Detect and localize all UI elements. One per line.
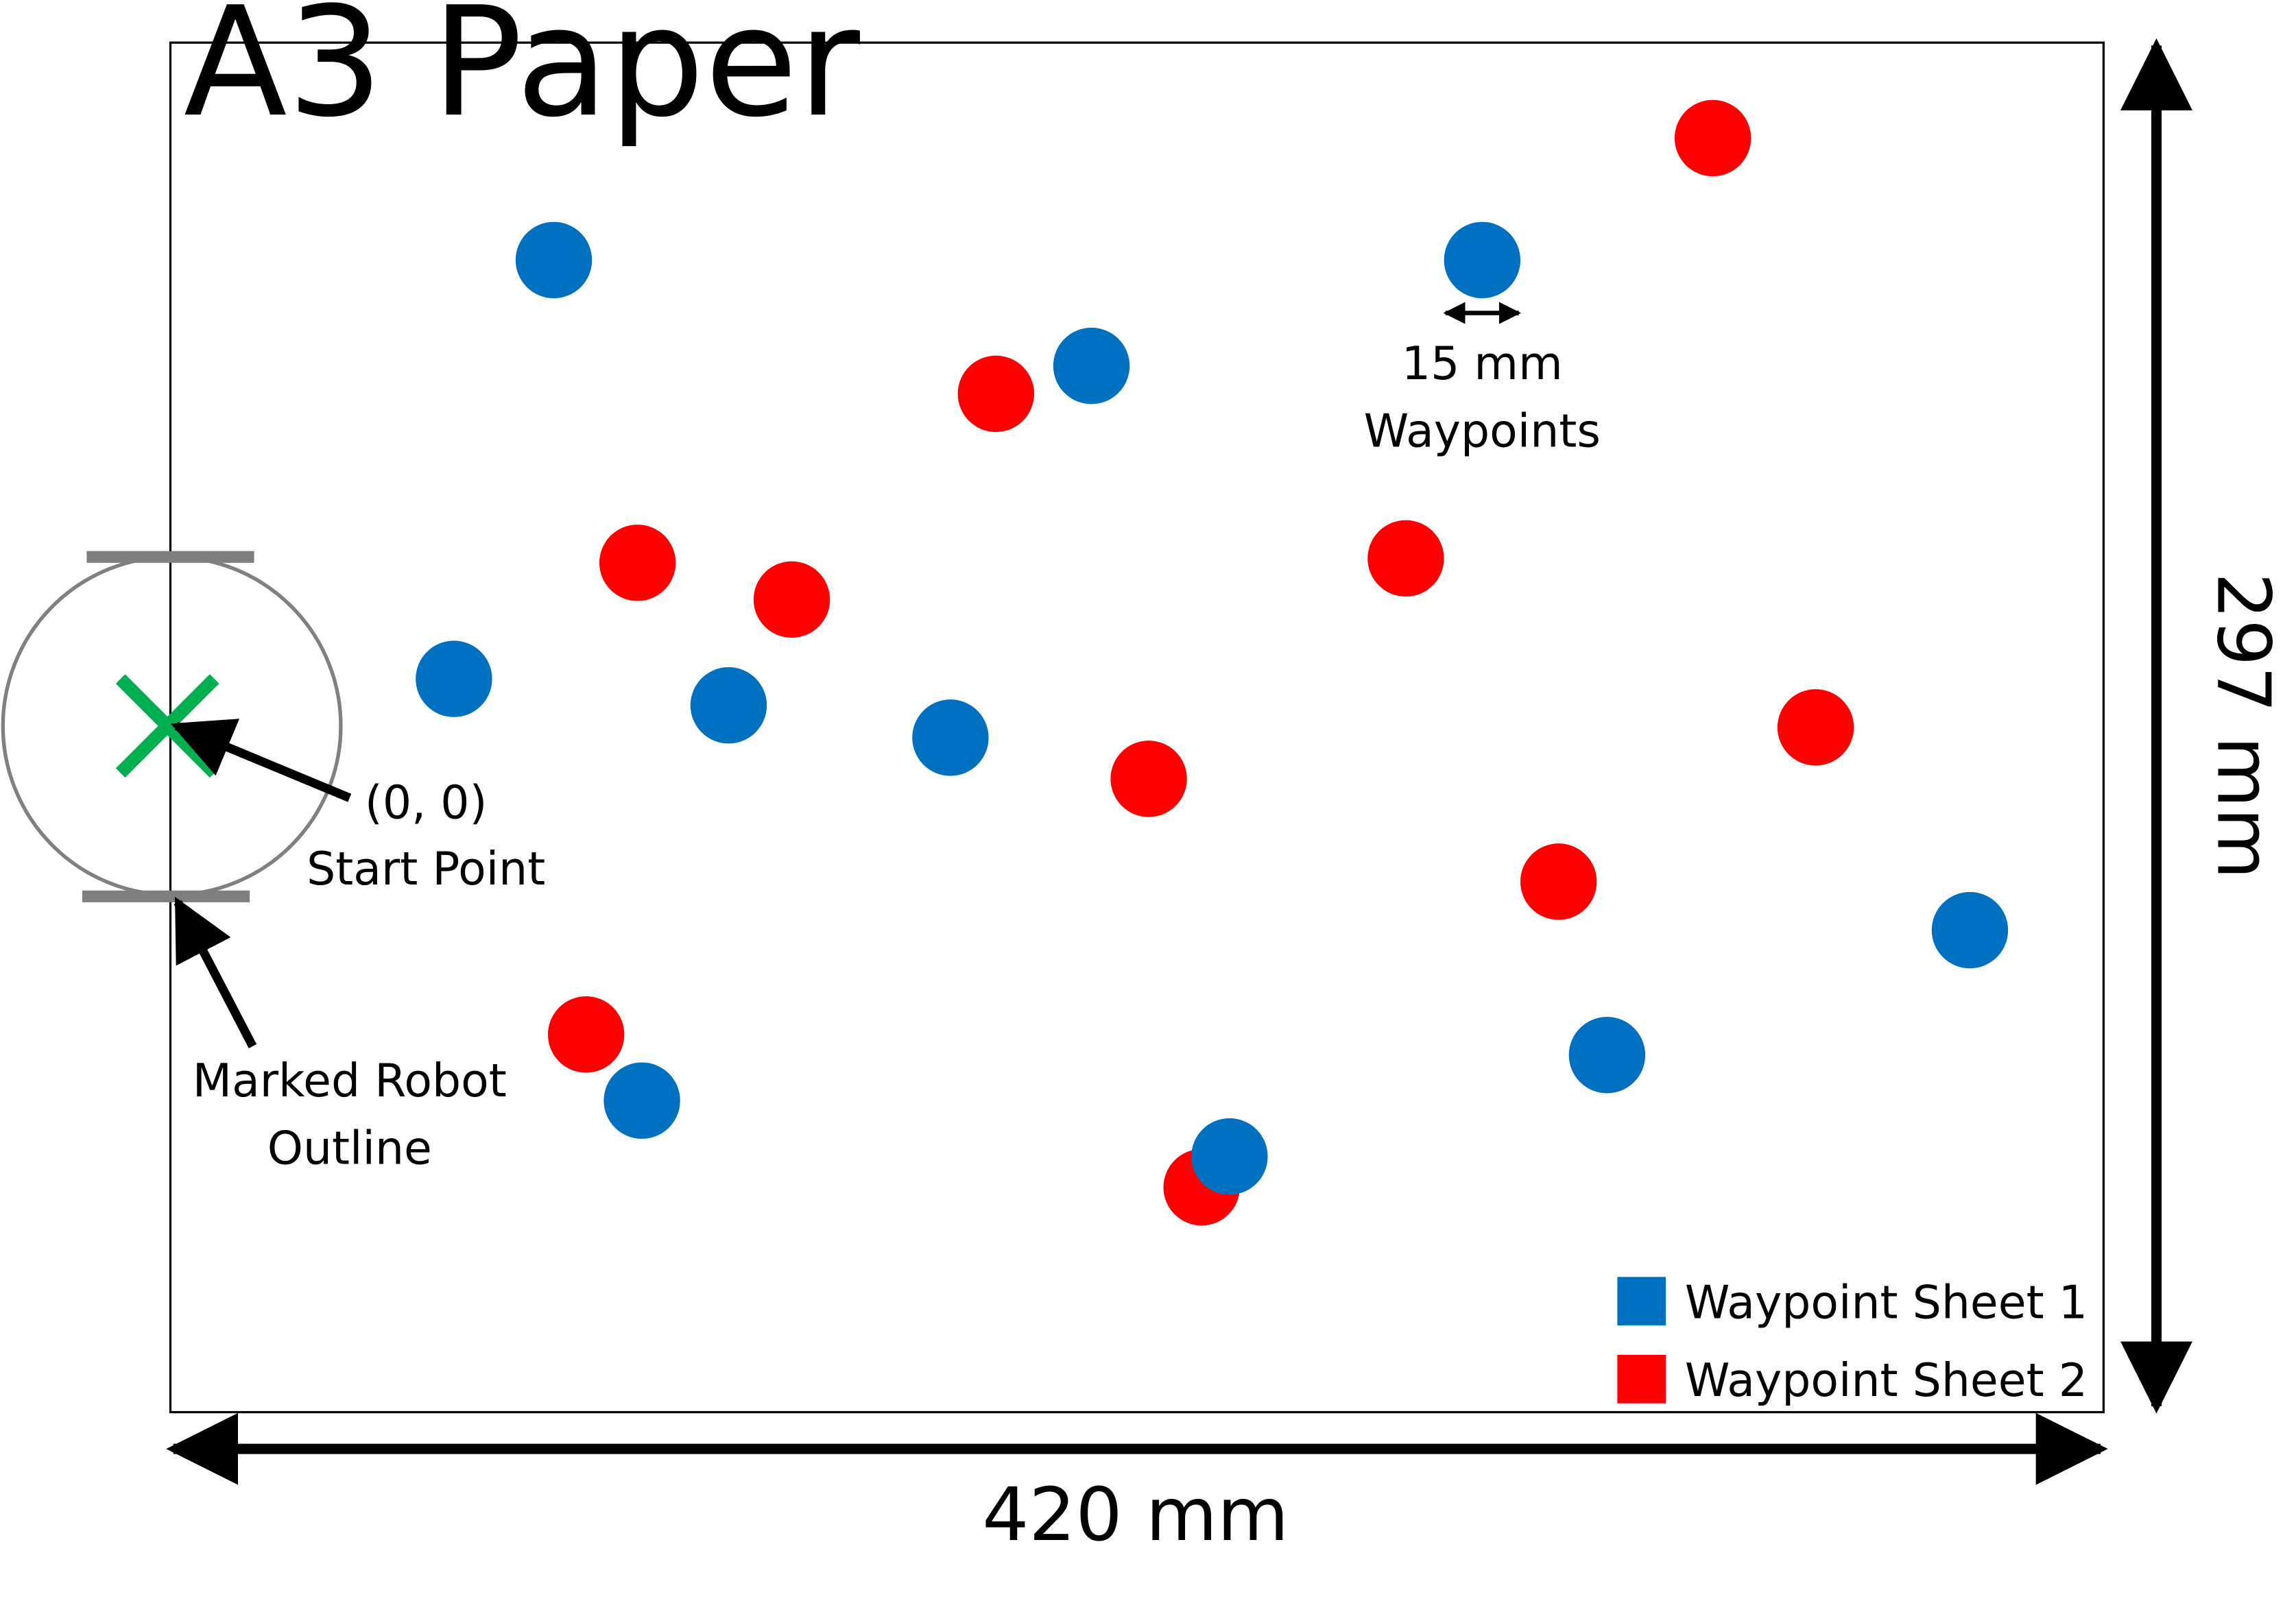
- waypoint-sheet-1: [416, 640, 492, 717]
- waypoint-sheet-2: [1777, 689, 1854, 766]
- waypoint-sheet-1: [1444, 221, 1521, 299]
- waypoint-size-label-2: Waypoints: [1364, 404, 1601, 457]
- waypoint-size-label-1: 15 mm: [1402, 337, 1563, 390]
- x-cross-icon: [115, 674, 219, 778]
- waypoint-sheet-1: [1191, 1118, 1268, 1195]
- waypoint-sheet-1: [515, 221, 593, 299]
- waypoint-sheet-2: [599, 525, 676, 601]
- legend-swatch-sheet-1: [1617, 1277, 1666, 1326]
- waypoint-sheet-2: [957, 355, 1034, 433]
- start-name-label: Start Point: [307, 842, 545, 895]
- waypoint-sheet-2: [1674, 99, 1751, 177]
- height-label: 297 mm: [2200, 573, 2285, 879]
- robot-outline-label-1: Marked Robot: [193, 1054, 507, 1107]
- legend-label-sheet-2: Waypoint Sheet 2: [1685, 1354, 2088, 1407]
- waypoint-sheet-2: [753, 561, 830, 638]
- arrow-icon: [174, 896, 257, 1048]
- waypoint-sheet-1: [912, 699, 989, 776]
- waypoint-sheet-1: [1568, 1017, 1646, 1094]
- waypoints: [416, 99, 2009, 1226]
- waypoint-sheet-1: [1931, 891, 2009, 969]
- paper-title: A3 Paper: [184, 0, 860, 151]
- legend: Waypoint Sheet 1 Waypoint Sheet 2: [1617, 1275, 2088, 1407]
- waypoint-sheet-1: [1053, 327, 1130, 405]
- legend-label-sheet-1: Waypoint Sheet 1: [1685, 1275, 2088, 1329]
- robot-outline-label-2: Outline: [267, 1121, 432, 1175]
- waypoint-sheet-2: [547, 996, 625, 1073]
- waypoint-sheet-2: [1367, 520, 1444, 597]
- waypoint-sheet-2: [1520, 843, 1597, 920]
- robot-outline: [1, 551, 343, 902]
- waypoint-sheet-1: [690, 666, 767, 744]
- legend-swatch-sheet-2: [1617, 1354, 1666, 1404]
- arrow-icon: [170, 719, 352, 802]
- waypoint-sheet-2: [1110, 741, 1187, 817]
- width-label: 420 mm: [982, 1473, 1289, 1558]
- waypoint-sheet-1: [603, 1062, 680, 1139]
- start-coord-label: (0, 0): [365, 776, 488, 830]
